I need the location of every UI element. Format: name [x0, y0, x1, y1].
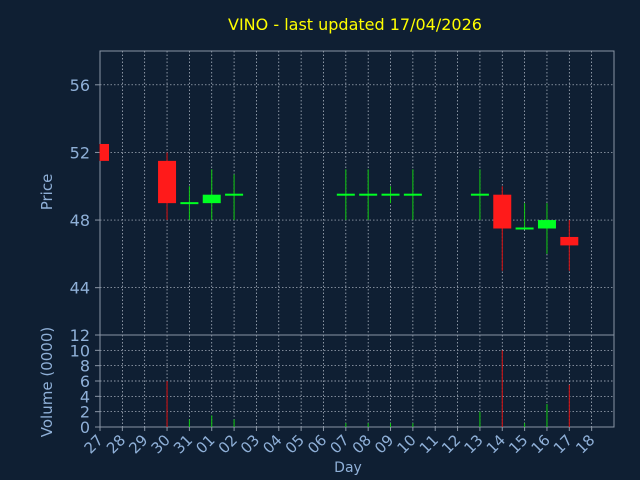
volume-tick-label: 4: [80, 387, 90, 406]
price-tick-label: 48: [70, 211, 90, 230]
x-tick-label: 18: [572, 431, 598, 457]
candle-body: [403, 193, 422, 196]
candle-body: [359, 193, 378, 196]
candle-body: [202, 194, 221, 204]
volume-tick-label: 6: [80, 372, 90, 391]
candle-body: [537, 220, 556, 229]
volume-plot-frame: [99, 334, 615, 428]
candle-body: [560, 236, 579, 246]
candle-body: [470, 193, 489, 196]
volume-tick-label: 0: [80, 418, 90, 437]
candle-body: [100, 143, 109, 161]
x-axis-label: Day: [334, 460, 362, 476]
price-axis-label: Price: [38, 174, 56, 211]
volume-tick-label: 12: [70, 326, 90, 345]
price-plot-frame: [99, 50, 615, 336]
price-tick-label: 56: [70, 76, 90, 95]
volume-tick-label: 10: [70, 341, 90, 360]
candle-body: [225, 193, 244, 196]
candle-body: [180, 202, 199, 205]
candle-body: [336, 193, 355, 196]
candle-body: [515, 227, 534, 230]
candle-body: [381, 193, 400, 196]
chart-title: VINO - last updated 17/04/2026: [228, 15, 482, 34]
x-axis: 2728293031010203040506070809101112131415…: [81, 427, 598, 457]
volume-tick-label: 2: [80, 403, 90, 422]
volume-axis-label: Volume (0000): [38, 327, 56, 437]
volume-tick-label: 8: [80, 357, 90, 376]
price-tick-label: 52: [70, 143, 90, 162]
price-tick-label: 44: [70, 279, 90, 298]
candle-body: [493, 194, 512, 229]
candle-body: [158, 160, 177, 204]
price-panel: 44 48 52 56: [70, 50, 615, 336]
